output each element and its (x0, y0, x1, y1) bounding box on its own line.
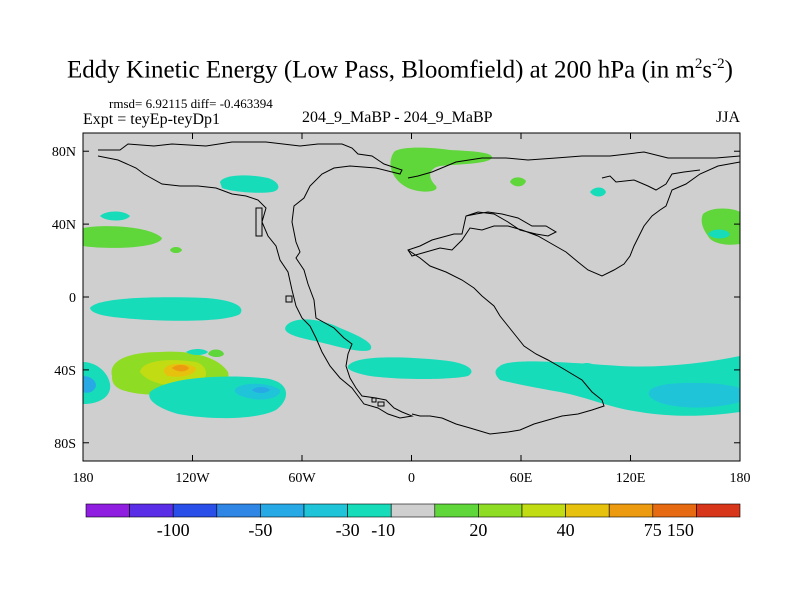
x-tick-label: 180 (730, 471, 751, 486)
negative-anomaly-siberia (590, 187, 606, 197)
colorbar-swatch (521, 503, 566, 518)
colorbar-label: -100 (157, 520, 190, 540)
island-3 (377, 401, 385, 407)
siberia-coast (407, 161, 741, 277)
x-tick-label: 180 (73, 471, 94, 486)
colorbar-swatch (216, 503, 261, 518)
positive-anomaly-arctic-atlantic (390, 147, 493, 192)
negative-anomaly-south-pacific-patch (186, 349, 208, 355)
season-label: JJA (716, 109, 741, 126)
y-tick-label: 80S (54, 437, 76, 452)
x-tick-label: 60W (288, 471, 316, 486)
negative-anomaly-south-america-west (285, 319, 372, 351)
x-tick-label: 0 (408, 471, 415, 486)
island-1 (255, 207, 263, 237)
colorbar-swatch (347, 503, 392, 518)
negative-anomaly-dateline-west-core (83, 376, 96, 393)
colorbar: -100 -50 -30 -10 20 40 75 150 (85, 503, 741, 540)
y-tick-label: 80N (52, 145, 76, 160)
negative-anomaly-indian-ocean-core (648, 382, 740, 408)
negative-anomaly-greenland (220, 175, 279, 193)
colorbar-label: 150 (667, 520, 694, 540)
colorbar-swatch (652, 503, 697, 518)
title-s: s (702, 56, 713, 84)
negative-anomaly-dateline-west (83, 362, 111, 404)
south-america-outline (601, 169, 701, 191)
island-4 (371, 397, 377, 403)
island-2 (285, 295, 293, 303)
positive-anomaly-russia (510, 177, 526, 187)
positive-anomaly-subtropical-atlantic (208, 349, 224, 357)
colorbar-swatch (260, 503, 305, 518)
negative-anomaly-south-atlantic (347, 357, 472, 379)
colorbar-label: -10 (371, 520, 395, 540)
colorbar-label: -30 (336, 520, 360, 540)
colorbar-swatch (565, 503, 610, 518)
y-tick-label: 40N (52, 218, 76, 233)
colorbar-swatch (608, 503, 654, 518)
colorbar-swatch (129, 503, 174, 518)
y-tick-label: 0 (69, 291, 76, 306)
axes-layer: 180 120W 60W 0 60E 120E 180 80N 40N 0 40S 80S (52, 133, 751, 486)
x-tick-label: 60E (510, 471, 533, 486)
colorbar-label: 20 (469, 520, 487, 540)
x-tick-label: 120E (616, 471, 646, 486)
colorbar-swatch (172, 503, 218, 518)
colorbar-label: -50 (248, 520, 272, 540)
case-label: 204_9_MaBP - 204_9_MaBP (302, 109, 493, 126)
chart-title: Eddy Kinetic Energy (Low Pass, Bloomfiel… (0, 56, 800, 84)
y-tick-label: 40S (54, 364, 76, 379)
colorbar-swatch (303, 503, 348, 518)
negative-anomaly-pacific-northwest (708, 229, 730, 239)
field-layer (83, 133, 740, 461)
title-exp-1: 2 (694, 56, 703, 72)
experiment-label: Expt = teyEp-teyDp1 (83, 111, 220, 128)
colorbar-swatch (696, 503, 741, 518)
colorbar-swatch (478, 503, 523, 518)
title-main: Eddy Kinetic Energy (Low Pass, Bloomfiel… (67, 56, 695, 84)
negative-anomaly-tropical-pacific (90, 297, 242, 321)
title-exp-2: -2 (712, 56, 725, 72)
africa-outline (407, 249, 605, 435)
title-close: ) (724, 56, 733, 84)
colorbar-swatch (434, 503, 479, 518)
colorbar-swatch (85, 503, 130, 518)
negative-anomaly-indian-small (578, 363, 594, 369)
positive-anomaly-aleutian (170, 247, 182, 253)
colorbar-label: 75 (644, 520, 662, 540)
negative-anomaly-pacific-southern-max (252, 387, 270, 393)
eurasia-outline (407, 151, 741, 179)
x-tick-label: 120W (175, 471, 210, 486)
continent-outlines (97, 141, 741, 435)
stats-label: rmsd= 6.92115 diff= -0.463394 (109, 96, 273, 111)
positive-anomaly-south-pacific-peak (172, 365, 189, 372)
colorbar-label: 40 (557, 520, 575, 540)
colorbar-swatch (390, 503, 436, 518)
north-america-outline (97, 141, 414, 419)
positive-anomaly-north-pacific-west (83, 226, 162, 248)
negative-anomaly-north-pacific-small (100, 211, 130, 221)
